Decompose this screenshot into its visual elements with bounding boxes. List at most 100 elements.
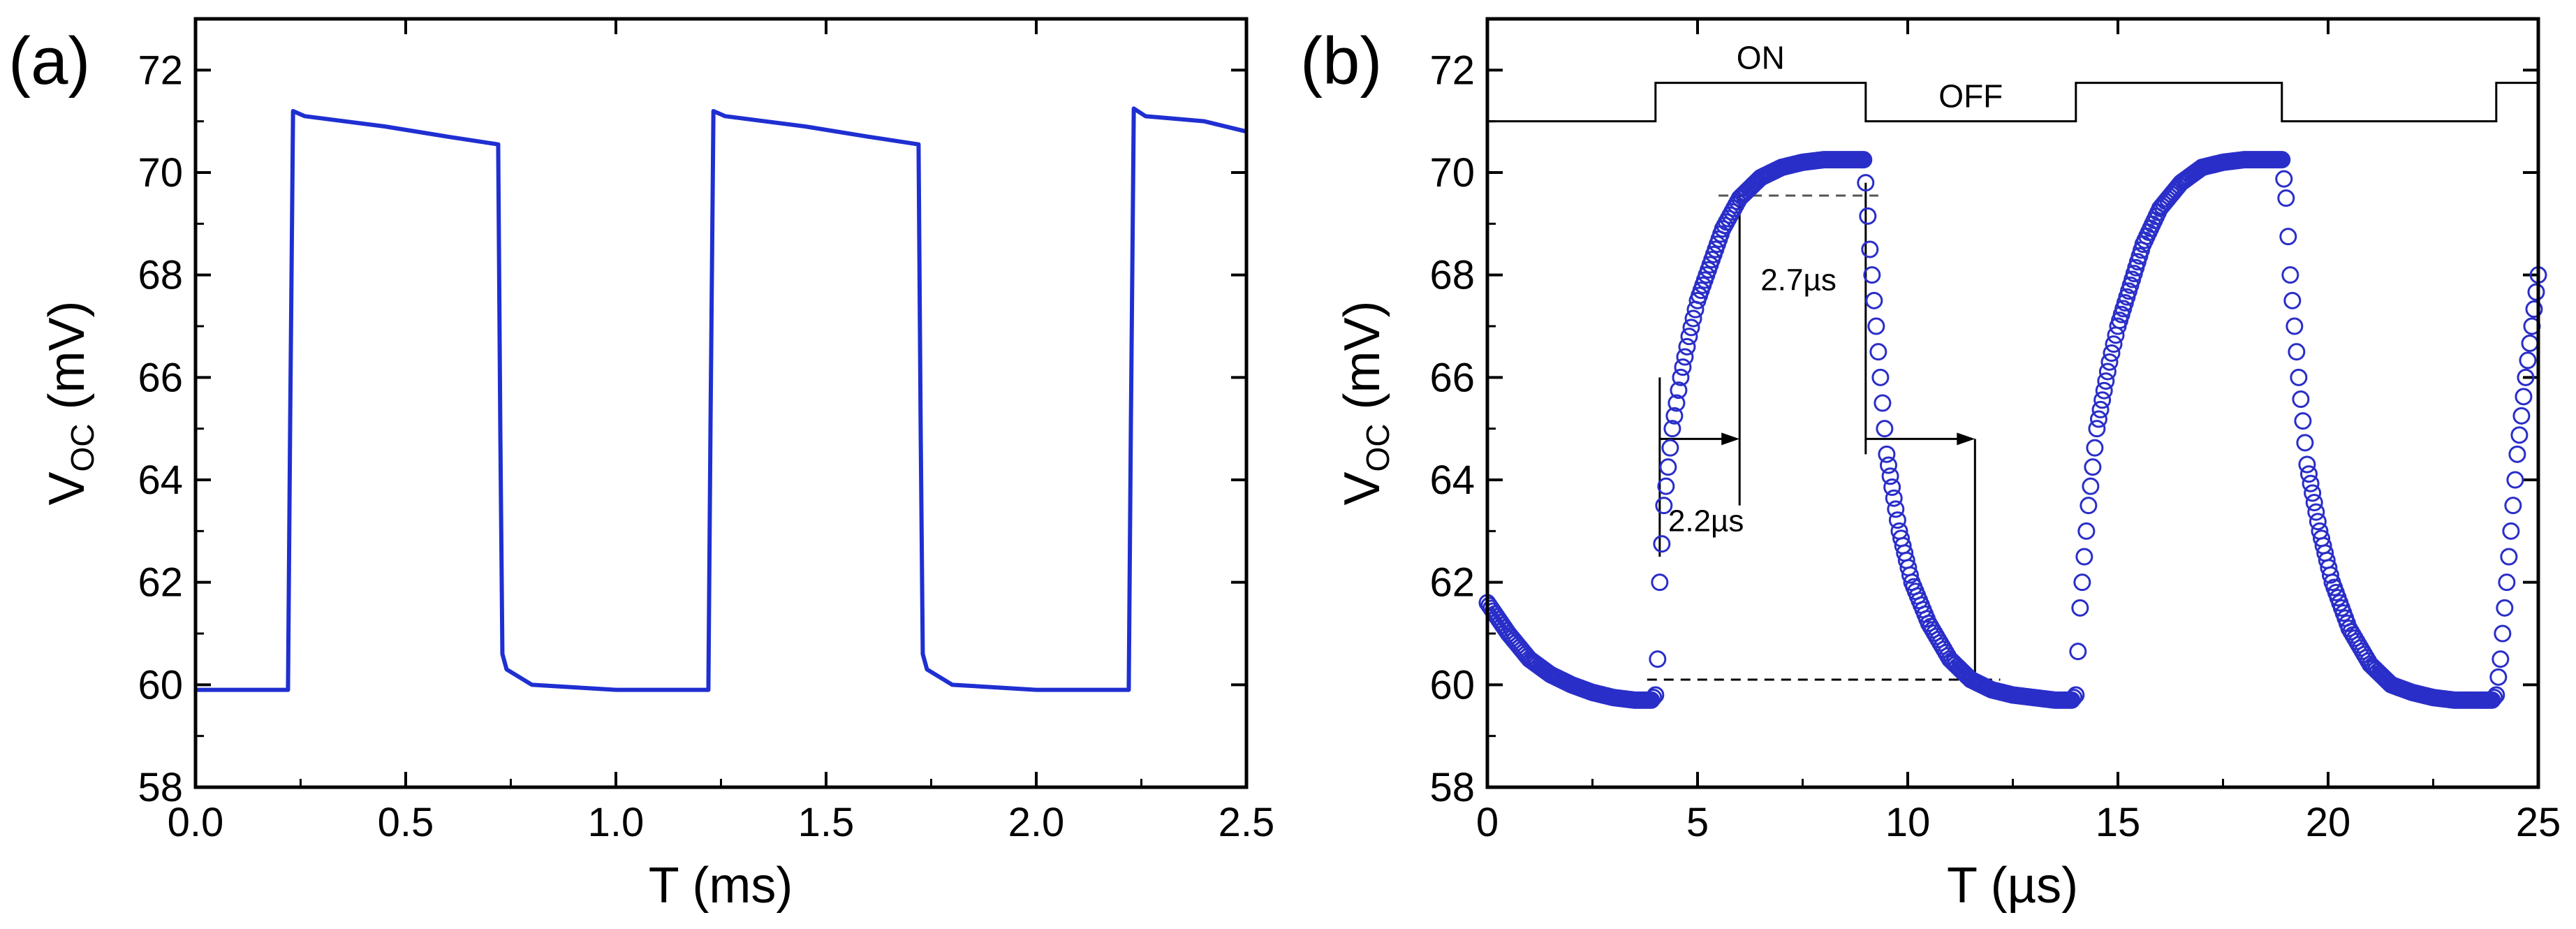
panel-b-data-point [2075,548,2093,566]
panel-b-data-point [1865,291,1883,309]
panel-b-data-point [2084,458,2102,476]
panel-a-xtick-label: 1.5 [798,800,855,845]
panel-b-fall-arrowhead [1957,432,1975,446]
panel-b-data-point [1861,240,1879,258]
panel-a-ytick-label: 70 [138,150,183,196]
panel-a-xlabel: T (ms) [649,858,793,914]
panel-a-plot-frame [193,17,1249,789]
panel-b-ylabel-main: V [1334,471,1390,505]
panel-b-data-point [1863,266,1881,284]
panel-b-data-point [2273,151,2291,169]
panel-b-data-point [2492,650,2510,668]
panel-b-data-point [2098,363,2117,381]
panel-b-data-point [1871,368,1890,386]
panel-b-xtick-label: 20 [2306,800,2351,845]
panel-b-data-point [2489,668,2508,686]
panel-a-xtick-label: 2.0 [1008,800,1065,845]
panel-b-data-point [1647,686,1665,704]
panel-b-data-point [2093,391,2112,409]
panel-b-data-point [2515,388,2533,406]
panel-b-data-point [2307,503,2325,521]
panel-b-data-point [2527,283,2545,301]
panel-b-xtick-labels: 0 5 10 15 20 25 [1476,800,2561,845]
panel-b-data-point [2296,434,2314,452]
panel-b-ytick-labels: 58 60 62 64 66 68 70 72 [1429,47,1475,810]
panel-b-data-point [1674,358,1692,376]
panel-a-xtick-label: 0.0 [168,800,224,845]
panel-a-ticks [194,19,1248,789]
panel-b-series-points [1478,151,2547,709]
panel-b-data-point [2498,573,2516,592]
panel-b-data-point [1855,151,1873,169]
panel-b-ytick-label: 64 [1429,458,1475,503]
panel-b-ylabel-sub: OC [1360,423,1396,471]
panel-b-data-point [2279,228,2297,246]
panel-b-data-point [1676,348,1694,366]
panel-a-ytick-label: 68 [138,253,183,298]
panel-b-data-point [2508,445,2526,463]
panel-b-data-point [1876,420,1894,438]
panel-a-xtick-label: 2.5 [1219,800,1275,845]
panel-b-ytick-label: 58 [1429,765,1475,810]
panel-b-data-point [2105,335,2123,353]
panel-b-data-point [2519,351,2537,370]
panel-b-data-point [1644,689,1663,707]
panel-b-xtick-label: 15 [2096,800,2141,845]
panel-b-on-label: ON [1737,40,1785,76]
panel-b-plot-frame [1485,17,2540,789]
panel-b-data-point [1859,207,1877,225]
panel-b-data-point [2290,368,2308,386]
panel-b-data-point [2073,573,2091,592]
panel-a-xtick-label: 0.5 [378,800,434,845]
panel-b-xtick-label: 10 [1885,800,1931,845]
panel-b-xlabel: T (µs) [1947,858,2078,914]
panel-b-data-point [1869,343,1887,361]
panel-b-data-point [1883,478,1901,496]
panel-b-data-point [2095,381,2113,400]
panel-b-data-point [2097,372,2115,390]
panel-b-data-point [1857,174,1875,192]
panel-b-data-point [1867,317,1885,335]
panel-a-ytick-label: 72 [138,47,183,93]
panel-a-ytick-label: 66 [138,355,183,400]
panel-b-xtick-label: 0 [1476,800,1499,845]
panel-b-label: (b) [1300,24,1382,98]
panel-b-data-point [1684,309,1702,328]
panel-b-data-point [2321,566,2339,584]
panel-b-data-point [2506,471,2524,489]
panel-a-ylabel-sub: OC [64,423,101,471]
panel-b-data-point [2089,410,2107,428]
panel-b-data-point [2080,497,2098,515]
panel-b-data-point [2517,368,2535,386]
panel-b-annotations [1647,182,2001,681]
panel-b-data-point [1680,328,1698,346]
panel-a-series-line [196,106,1247,692]
panel-b-data-point [1678,337,1696,356]
panel-a-label: (a) [8,24,90,98]
panel-b-data-point [2288,343,2306,361]
panel-b-data-point [1663,420,1681,438]
panel-a-ytick-label: 64 [138,458,183,503]
panel-b-ytick-label: 60 [1429,662,1475,708]
panel-b-data-point [1682,319,1700,337]
panel-b-data-point [2103,344,2121,362]
panel-b-data-point [2294,412,2312,430]
panel-b-data-point [1659,458,1677,476]
panel-b-rise-arrowhead [1721,432,1740,446]
panel-b-data-point [2302,474,2320,492]
panel-b-data-point [1655,497,1673,515]
panel-b-ylabel-unit: (mV) [1334,301,1390,424]
panel-b-data-point [2525,300,2543,319]
panel-b-ytick-label: 68 [1429,253,1475,298]
panel-a-ylabel: VOC (mV) [39,301,101,506]
panel-b-data-point [1651,573,1669,592]
panel-b-data-point [2299,465,2318,483]
panel-b-data-point [2305,493,2323,511]
panel-b-data-point [2504,497,2522,515]
panel-b-data-point [2521,334,2539,352]
panel-b-data-point [2077,522,2096,540]
panel-a-ylabel-unit: (mV) [39,301,95,424]
panel-b-data-point [2283,291,2302,309]
